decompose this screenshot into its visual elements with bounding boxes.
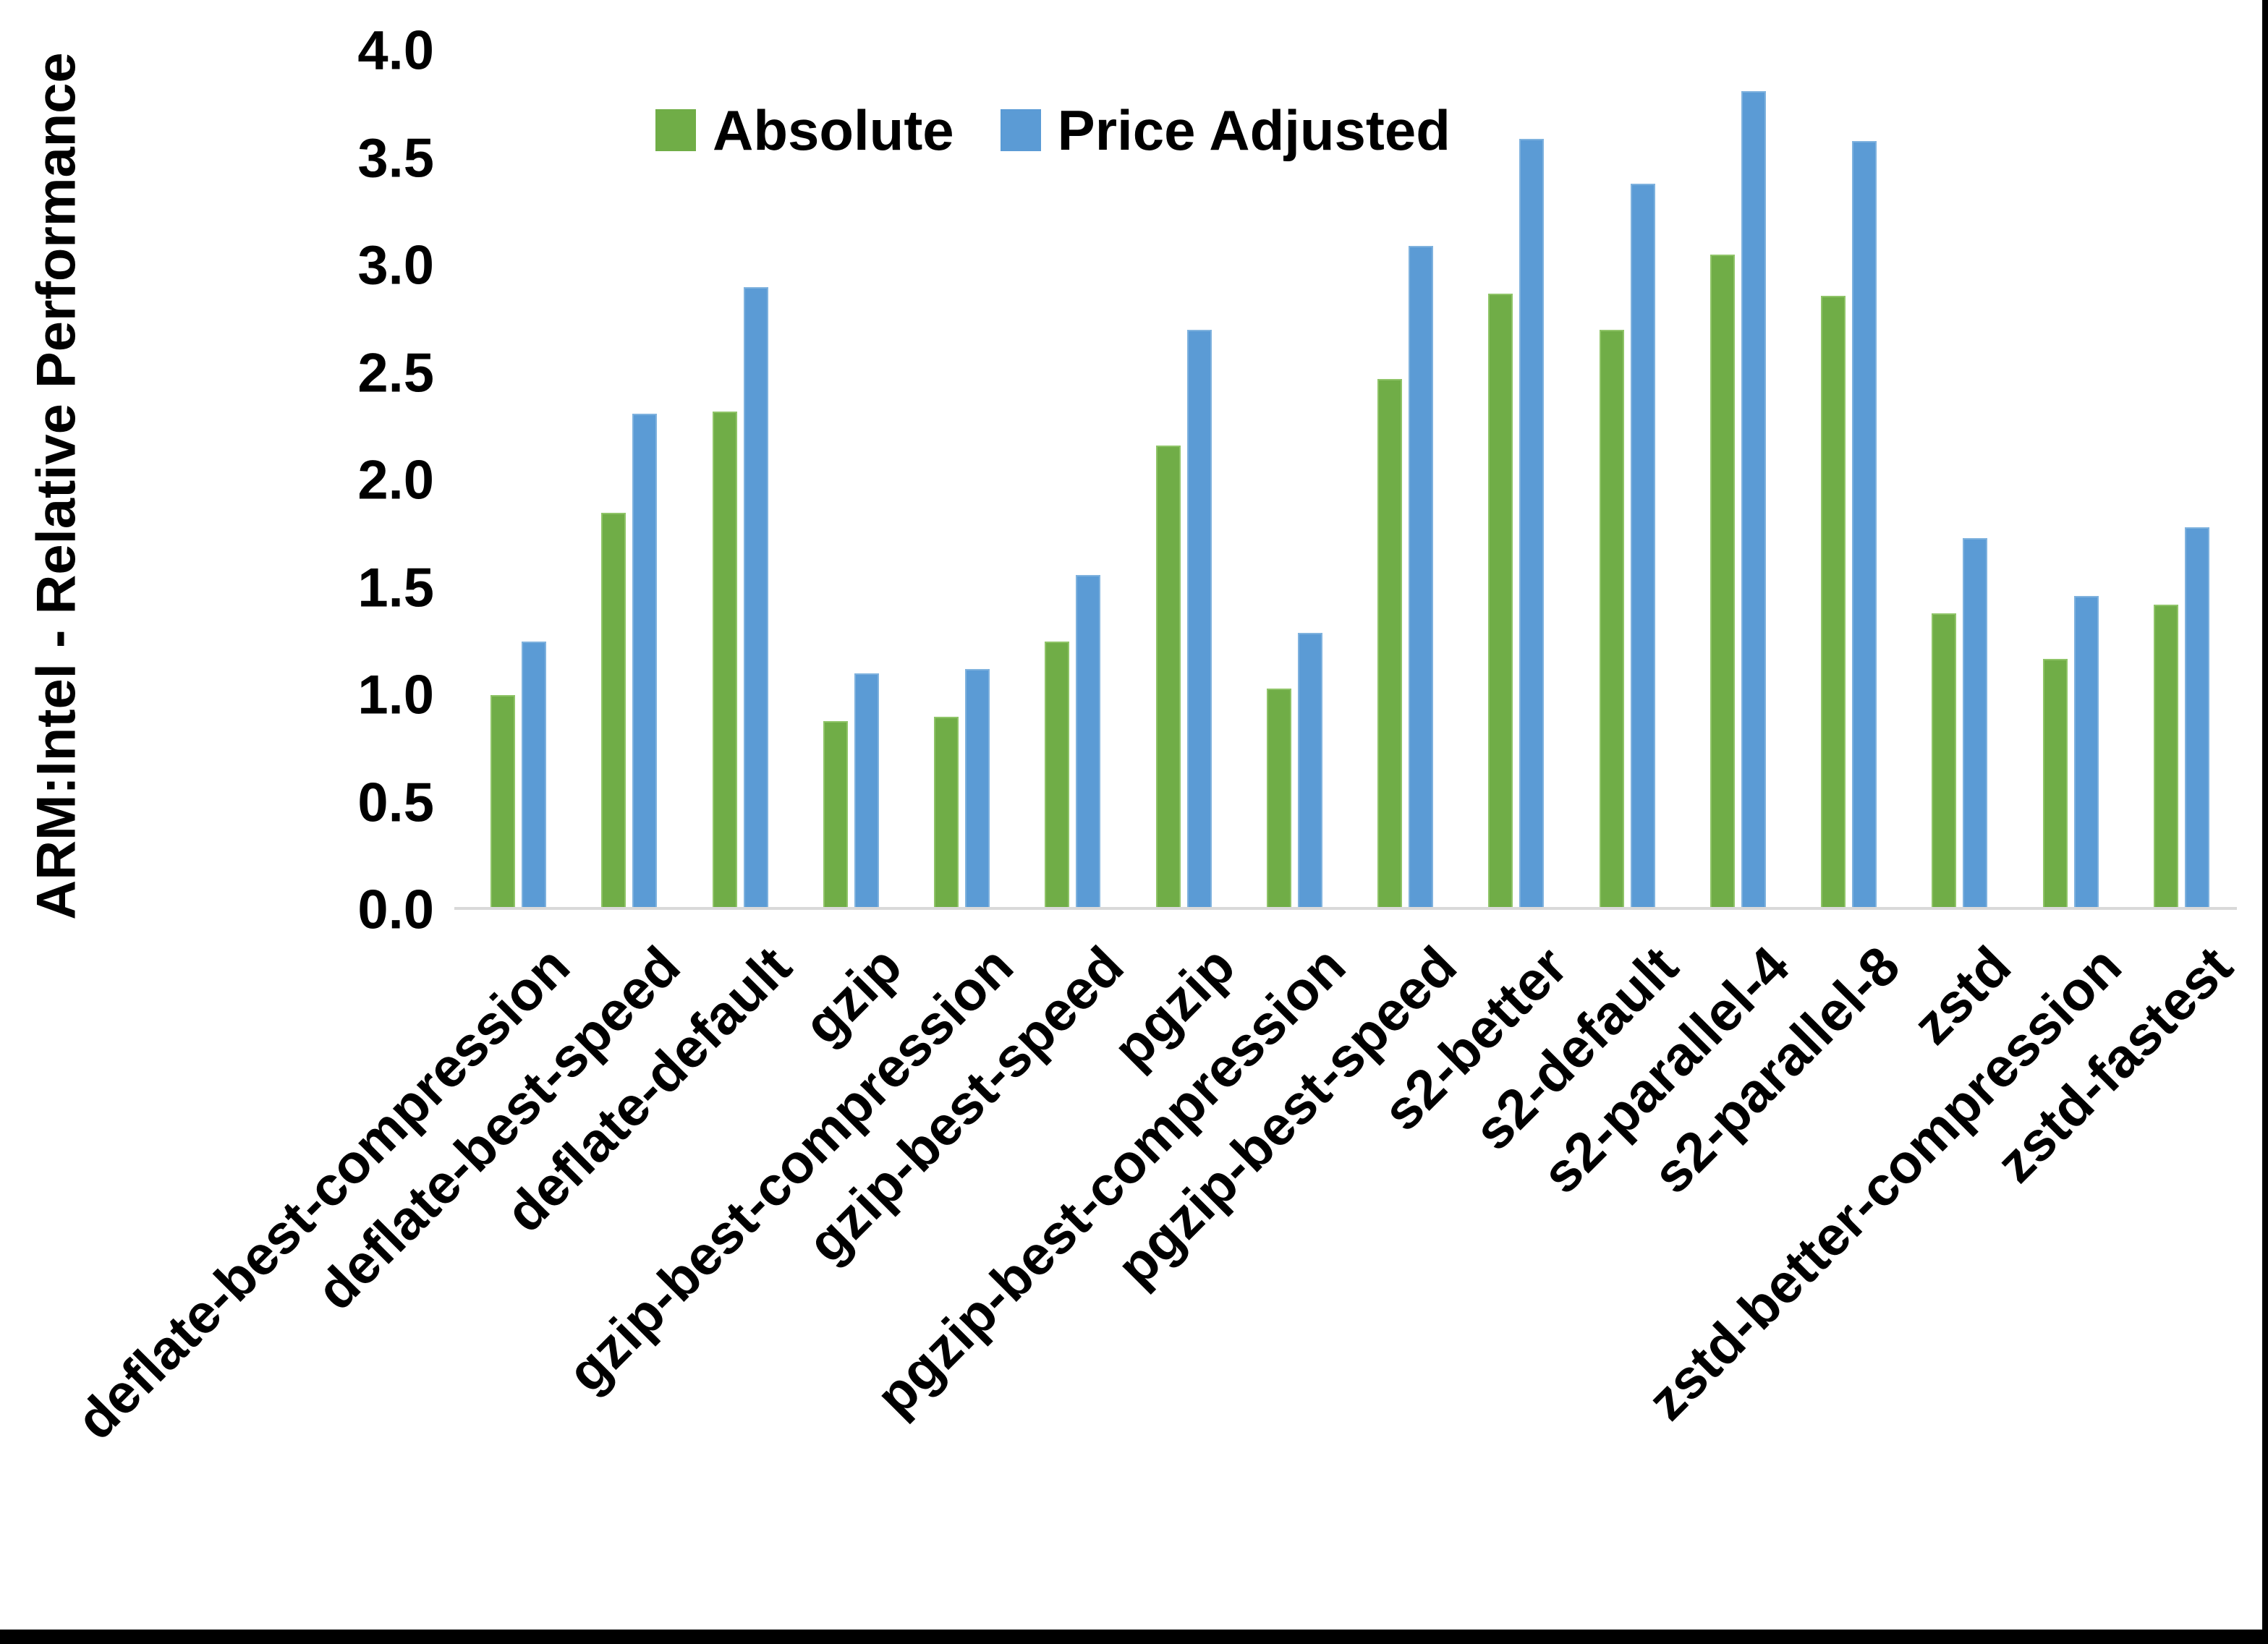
bar-absolute bbox=[823, 720, 848, 910]
bar-price-adjusted bbox=[1963, 538, 1988, 910]
bar-price-adjusted bbox=[1186, 330, 1212, 910]
bar-group-gzip bbox=[796, 51, 906, 910]
bar-group-s2-default bbox=[1572, 51, 1683, 910]
bar-group-zstd-fastest bbox=[2126, 51, 2237, 910]
bar-group-s2-parallel-8 bbox=[1793, 51, 1904, 910]
bar-group-gzip-best-speed bbox=[1017, 51, 1128, 910]
y-axis-tick-label: 3.5 bbox=[357, 127, 434, 189]
bar-absolute bbox=[1821, 295, 1846, 910]
y-axis-tick-label: 0.5 bbox=[357, 772, 434, 833]
bar-absolute bbox=[1266, 689, 1291, 910]
bar-absolute bbox=[1377, 379, 1403, 910]
y-axis-tick-label: 2.5 bbox=[357, 342, 434, 404]
bar-price-adjusted bbox=[1741, 91, 1766, 910]
bar-absolute bbox=[1710, 255, 1735, 910]
bar-absolute bbox=[2153, 605, 2178, 910]
bar-group-gzip-best-compression bbox=[906, 51, 1017, 910]
bar-absolute bbox=[1932, 613, 1957, 910]
bar-absolute bbox=[1599, 330, 1624, 910]
bar-absolute bbox=[490, 695, 516, 910]
bar-group-deflate-default bbox=[685, 51, 796, 910]
bar-price-adjusted bbox=[632, 413, 658, 910]
bar-group-pgzip-best-compression bbox=[1239, 51, 1350, 910]
bar-price-adjusted bbox=[1852, 140, 1877, 910]
legend-item-absolute: Absolute bbox=[655, 98, 954, 163]
image-right-border bbox=[2262, 0, 2268, 1644]
bar-price-adjusted bbox=[965, 669, 990, 910]
y-axis-tick-label: 3.0 bbox=[357, 234, 434, 297]
bar-absolute bbox=[712, 411, 737, 910]
image-bottom-border bbox=[0, 1630, 2268, 1644]
y-axis-tick-label: 1.0 bbox=[357, 664, 434, 726]
plot-area bbox=[463, 51, 2237, 910]
bar-absolute bbox=[934, 716, 959, 910]
legend-label-price-adjusted: Price Adjusted bbox=[1057, 98, 1451, 162]
bar-price-adjusted bbox=[2184, 527, 2209, 910]
y-axis-tick-label: 4.0 bbox=[357, 20, 434, 82]
y-axis-tick-label: 2.0 bbox=[357, 449, 434, 511]
bar-price-adjusted bbox=[1076, 574, 1101, 910]
bar-group-zstd-better-compression bbox=[2016, 51, 2126, 910]
bar-group-deflate-best-speed bbox=[574, 51, 684, 910]
bar-price-adjusted bbox=[522, 641, 547, 910]
price-adjusted-legend-swatch-icon bbox=[1000, 109, 1041, 151]
bar-price-adjusted bbox=[2073, 596, 2099, 910]
x-axis-line bbox=[454, 907, 2237, 910]
bar-group-deflate-best-compression bbox=[463, 51, 574, 910]
legend-item-price-adjusted: Price Adjusted bbox=[1000, 98, 1451, 163]
legend-label-absolute: Absolute bbox=[713, 98, 954, 162]
y-axis-title: ARM:Intel - Relative Performance bbox=[25, 52, 88, 920]
bar-group-pgzip bbox=[1129, 51, 1239, 910]
bar-price-adjusted bbox=[1409, 246, 1434, 910]
bar-group-s2-better bbox=[1461, 51, 1571, 910]
y-axis-tick-label: 0.0 bbox=[357, 879, 434, 941]
bar-group-pgzip-best-speed bbox=[1350, 51, 1461, 910]
bar-absolute bbox=[1155, 446, 1181, 910]
bar-price-adjusted bbox=[1630, 184, 1655, 910]
absolute-legend-swatch-icon bbox=[655, 109, 696, 151]
bar-price-adjusted bbox=[854, 673, 879, 910]
bar-absolute bbox=[2042, 658, 2068, 910]
bar-absolute bbox=[1488, 293, 1513, 910]
bar-group-s2-parallel-4 bbox=[1683, 51, 1793, 910]
bar-price-adjusted bbox=[1519, 138, 1545, 910]
bar-group-zstd bbox=[1904, 51, 2015, 910]
bar-absolute bbox=[601, 512, 627, 910]
bar-absolute bbox=[1045, 641, 1070, 910]
legend: Absolute Price Adjusted bbox=[655, 98, 1451, 162]
bar-price-adjusted bbox=[1297, 632, 1322, 910]
bar-price-adjusted bbox=[743, 286, 768, 910]
y-axis-tick-label: 1.5 bbox=[357, 557, 434, 618]
